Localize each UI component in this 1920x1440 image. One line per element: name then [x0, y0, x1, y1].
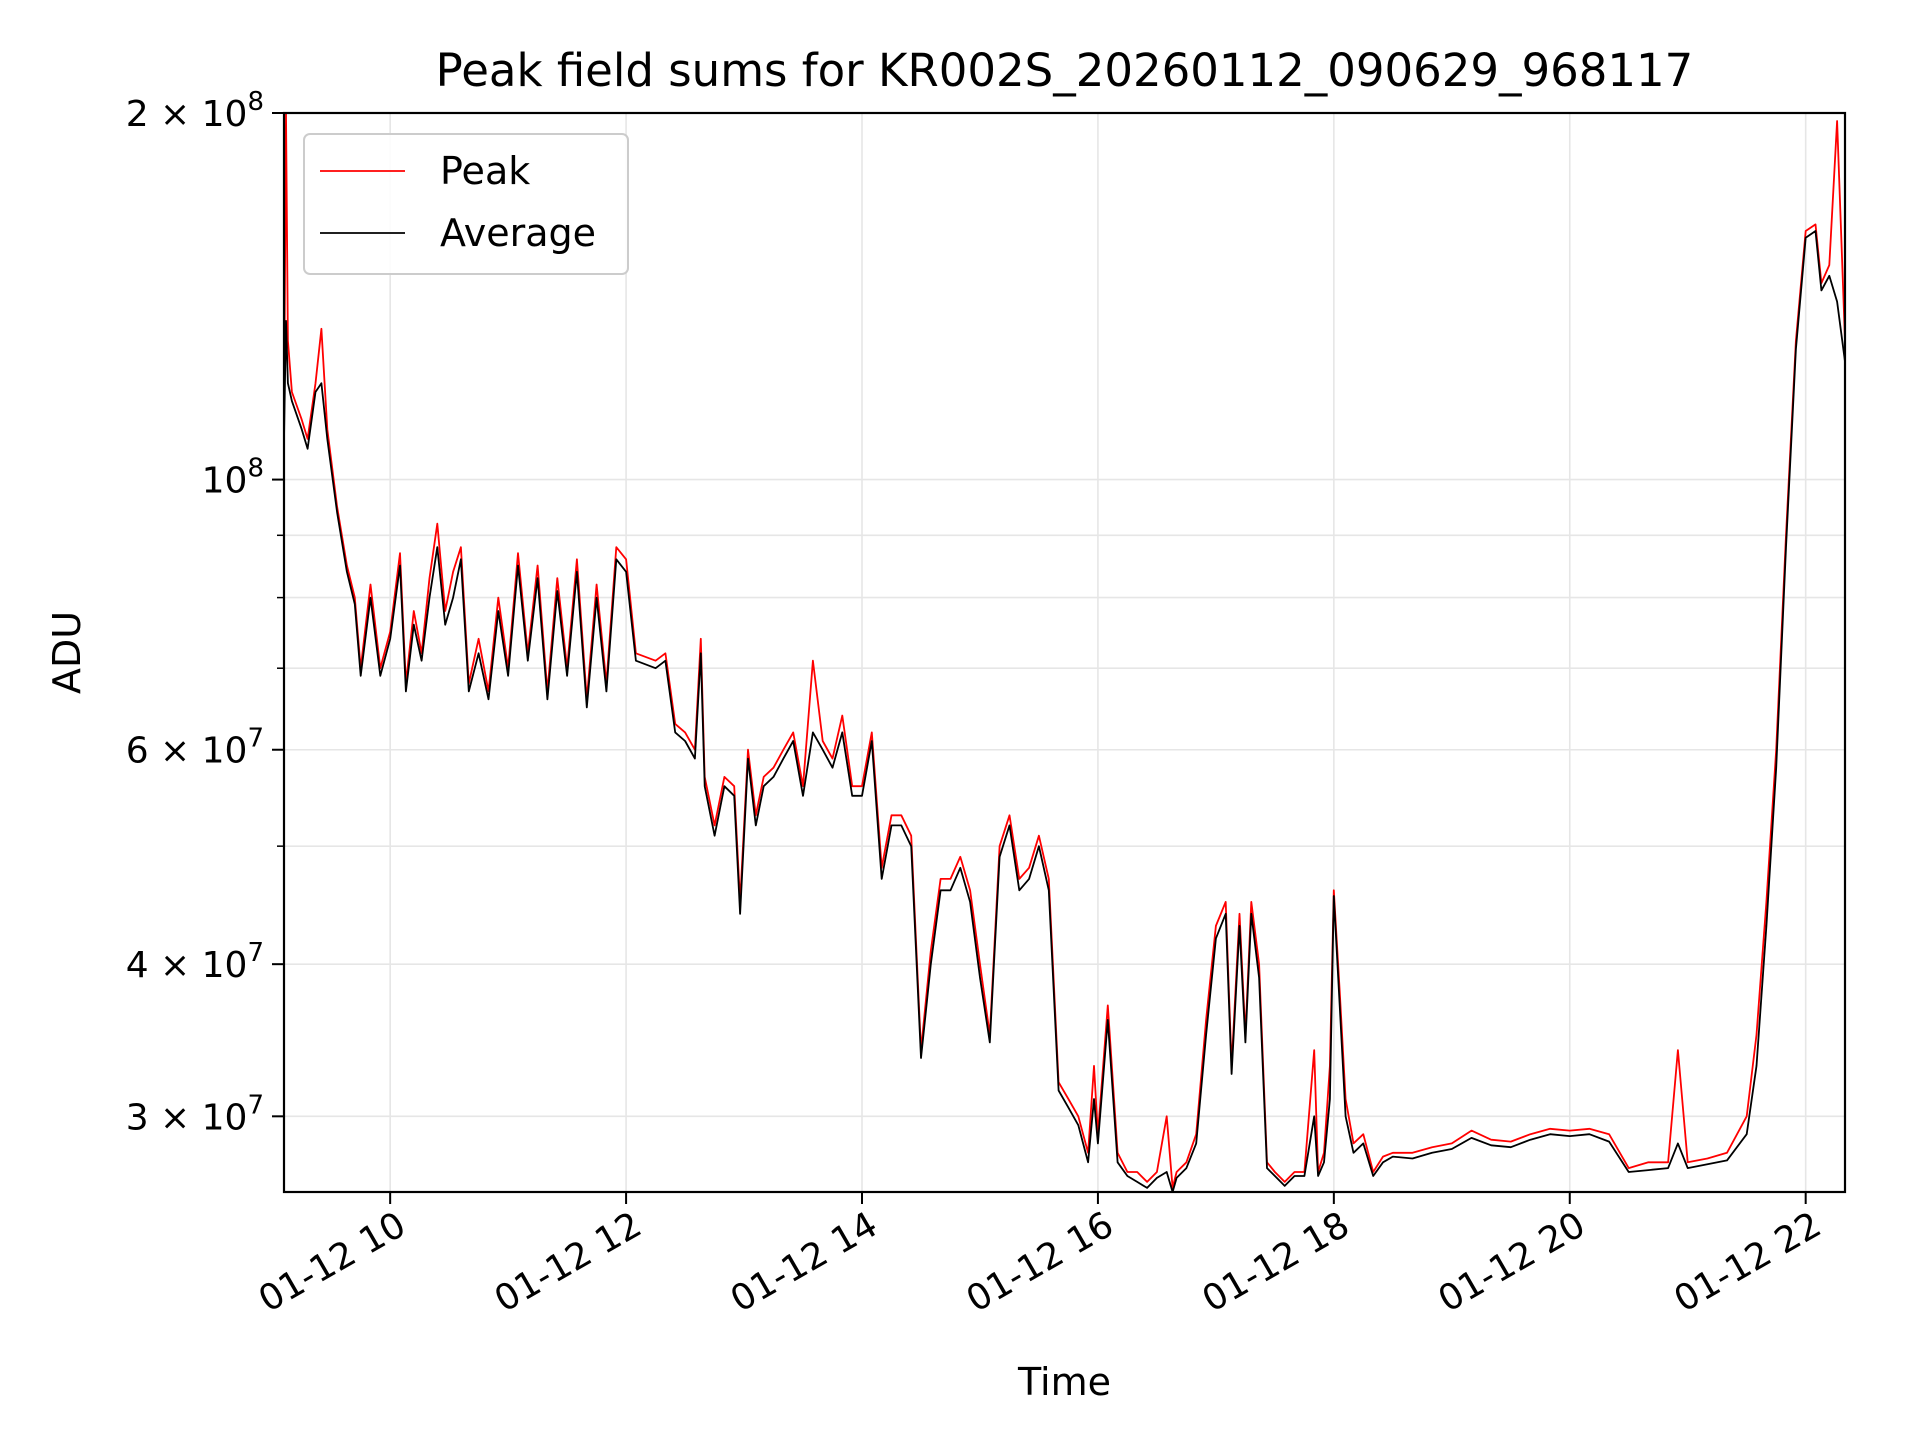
y-axis-title: ADU [45, 611, 89, 694]
legend: Peak Average [303, 133, 629, 275]
chart-title: Peak field sums for KR002S_20260112_0906… [436, 44, 1694, 97]
series-line-peak [284, 113, 1845, 1189]
plot-frame [282, 111, 1847, 1194]
series-line-average [284, 230, 1845, 1192]
y-tick-label: 108 [202, 454, 264, 502]
y-tick-label: 2 × 108 [126, 87, 264, 135]
y-tick-label: 3 × 107 [126, 1090, 264, 1138]
legend-label-average: Average [440, 211, 596, 255]
plot-series [284, 113, 1845, 1192]
y-tick-label: 6 × 107 [126, 724, 264, 772]
legend-box [303, 133, 629, 275]
y-tick-label: 4 × 107 [126, 938, 264, 986]
x-axis-title: Time [1017, 1360, 1111, 1404]
legend-label-peak: Peak [440, 149, 530, 193]
